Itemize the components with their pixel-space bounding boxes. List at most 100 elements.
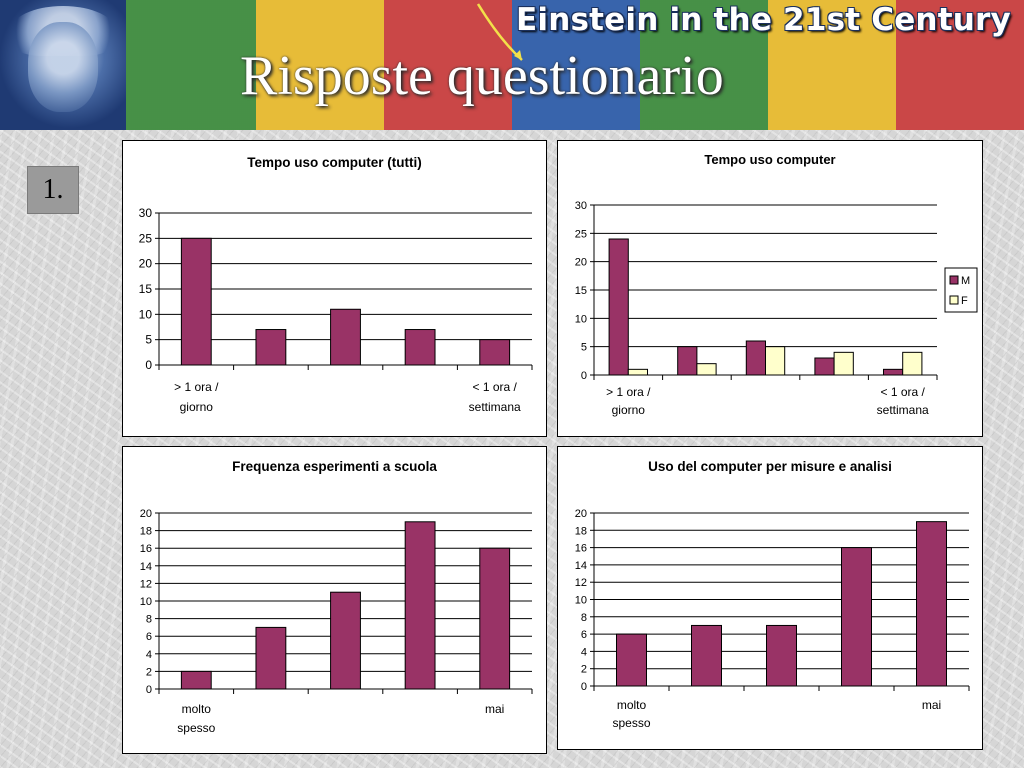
y-tick-label: 4 bbox=[581, 646, 587, 658]
bar bbox=[696, 363, 717, 376]
y-tick-label: 14 bbox=[140, 561, 152, 573]
y-tick-label: 20 bbox=[575, 508, 587, 520]
y-tick-label: 18 bbox=[140, 526, 152, 538]
y-tick-label: 25 bbox=[139, 231, 153, 245]
chart-canvas: 0 2 4 6 8 10 12 14 16 18 20 molto spesso mai bbox=[140, 508, 533, 735]
y-tick-label: 15 bbox=[575, 285, 587, 297]
bar bbox=[479, 339, 511, 366]
x-tick-label: > 1 ora / bbox=[174, 380, 219, 394]
chart-frequenza-esperimenti: 0 2 4 6 8 10 12 14 16 18 20 molto spesso mai Frequenz… bbox=[122, 446, 547, 754]
bar bbox=[766, 624, 797, 687]
bar bbox=[882, 368, 904, 376]
y-tick-label: 10 bbox=[139, 307, 153, 321]
chart-tempo-uso-tutti: 0 5 10 15 20 25 30 > 1 ora / giorno < 1 ora / sett… bbox=[122, 140, 547, 437]
slide-title: Risposte questionario bbox=[240, 45, 724, 107]
bar bbox=[814, 357, 835, 376]
y-tick-label: 20 bbox=[140, 508, 152, 520]
bar bbox=[902, 351, 923, 376]
x-tick-label: mai bbox=[922, 698, 941, 712]
y-tick-label: 2 bbox=[581, 664, 587, 676]
y-tick-label: 10 bbox=[140, 596, 152, 608]
banner-strip-2 bbox=[256, 0, 384, 130]
bar bbox=[404, 329, 436, 366]
slide-number-badge: 1. bbox=[27, 166, 79, 214]
x-tick-label: molto bbox=[617, 698, 647, 712]
y-tick-label: 16 bbox=[575, 543, 587, 555]
bar bbox=[330, 308, 361, 366]
x-tick-label: settimana bbox=[469, 400, 521, 414]
legend-swatch bbox=[949, 295, 959, 305]
orbit-arrow-icon bbox=[476, 3, 523, 61]
y-tick-label: 8 bbox=[581, 612, 587, 624]
banner-strip-6 bbox=[768, 0, 896, 130]
bar bbox=[479, 547, 511, 690]
y-tick-label: 12 bbox=[140, 578, 152, 590]
y-tick-label: 25 bbox=[575, 228, 587, 240]
x-tick-label: < 1 ora / bbox=[473, 380, 518, 394]
chart-uso-computer-misure: 0 2 4 6 8 10 12 14 16 18 20 molto spesso mai Uso del … bbox=[557, 446, 983, 750]
x-tick-label: giorno bbox=[180, 400, 214, 414]
legend-swatch bbox=[949, 275, 959, 285]
y-tick-label: 6 bbox=[581, 629, 587, 641]
chart-title: Frequenza esperimenti a scuola bbox=[232, 459, 437, 474]
y-tick-label: 10 bbox=[575, 313, 587, 325]
bar bbox=[627, 368, 649, 376]
x-tick-label: spesso bbox=[612, 716, 650, 730]
y-tick-label: 30 bbox=[575, 200, 587, 212]
y-tick-label: 20 bbox=[575, 257, 587, 269]
chart-tempo-uso-mf: 0 5 10 15 20 25 30 > 1 ora / giorno < 1 ora / sett… bbox=[557, 140, 983, 437]
bar bbox=[691, 624, 722, 687]
y-tick-label: 30 bbox=[139, 206, 153, 220]
banner-strip-5 bbox=[640, 0, 768, 130]
y-tick-label: 2 bbox=[146, 666, 152, 678]
y-tick-label: 20 bbox=[139, 257, 153, 271]
y-tick-label: 5 bbox=[145, 333, 152, 347]
bar bbox=[833, 351, 854, 376]
bar bbox=[255, 626, 287, 690]
einstein-portrait bbox=[0, 0, 126, 130]
x-tick-label: < 1 ora / bbox=[881, 385, 926, 399]
x-tick-label: mai bbox=[485, 702, 504, 716]
y-tick-label: 8 bbox=[146, 614, 152, 626]
y-tick-label: 15 bbox=[139, 282, 153, 296]
bar bbox=[745, 340, 767, 376]
x-tick-label: spesso bbox=[177, 721, 215, 735]
chart-title: Tempo uso computer bbox=[704, 152, 836, 167]
y-tick-label: 0 bbox=[581, 681, 587, 693]
bar bbox=[180, 237, 212, 366]
chart-canvas: 0 5 10 15 20 25 30 > 1 ora / giorno < 1 ora / sett… bbox=[139, 206, 533, 414]
x-tick-label: settimana bbox=[877, 403, 929, 417]
bar bbox=[404, 521, 436, 690]
y-tick-label: 5 bbox=[581, 342, 587, 354]
bar bbox=[916, 521, 947, 687]
banner-strip-1 bbox=[126, 0, 256, 130]
y-tick-label: 16 bbox=[140, 543, 152, 555]
y-tick-label: 4 bbox=[146, 649, 152, 661]
legend-label: M bbox=[961, 275, 970, 287]
x-tick-label: molto bbox=[182, 702, 212, 716]
banner-strip-7 bbox=[896, 0, 1024, 130]
bar bbox=[255, 329, 287, 366]
y-tick-label: 14 bbox=[575, 560, 587, 572]
x-tick-label: > 1 ora / bbox=[606, 385, 651, 399]
x-tick-label: giorno bbox=[612, 403, 646, 417]
bar bbox=[330, 591, 361, 690]
banner-strip-4 bbox=[512, 0, 640, 130]
y-tick-label: 10 bbox=[575, 595, 587, 607]
bar bbox=[608, 238, 629, 376]
bar bbox=[765, 346, 786, 376]
chart-canvas: 0 2 4 6 8 10 12 14 16 18 20 molto spesso mai bbox=[575, 508, 970, 730]
portrait-face bbox=[28, 22, 98, 112]
bar bbox=[616, 633, 647, 687]
chart-title: Uso del computer per misure e analisi bbox=[648, 459, 892, 474]
legend-label: F bbox=[961, 295, 968, 307]
y-tick-label: 6 bbox=[146, 631, 152, 643]
y-tick-label: 0 bbox=[146, 684, 152, 696]
header-banner: Einstein in the 21st Century Risposte qu… bbox=[0, 0, 1024, 130]
chart-title: Tempo uso computer (tutti) bbox=[247, 155, 422, 170]
banner-title: Einstein in the 21st Century bbox=[516, 2, 1011, 38]
y-tick-label: 0 bbox=[581, 370, 587, 382]
chart-canvas: 0 5 10 15 20 25 30 > 1 ora / giorno < 1 ora / sett… bbox=[575, 200, 978, 417]
bar bbox=[677, 346, 698, 376]
y-tick-label: 0 bbox=[145, 358, 152, 372]
